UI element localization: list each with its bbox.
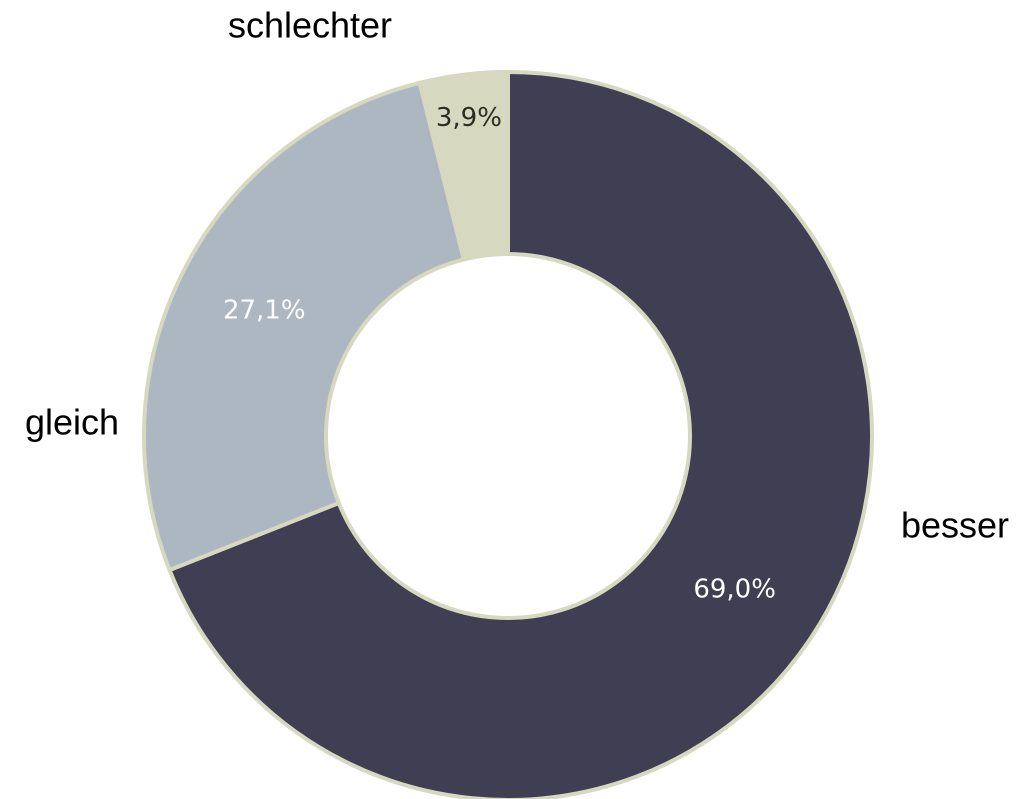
category-label: besser (901, 505, 1009, 546)
donut-segment (167, 70, 874, 799)
category-label: schlechter (228, 5, 392, 46)
category-label: gleich (25, 402, 119, 443)
donut-segment (417, 70, 510, 262)
value-label: 69,0% (693, 575, 776, 605)
value-label: 27,1% (223, 295, 306, 325)
value-label: 3,9% (436, 103, 502, 133)
donut-segment (142, 80, 466, 572)
